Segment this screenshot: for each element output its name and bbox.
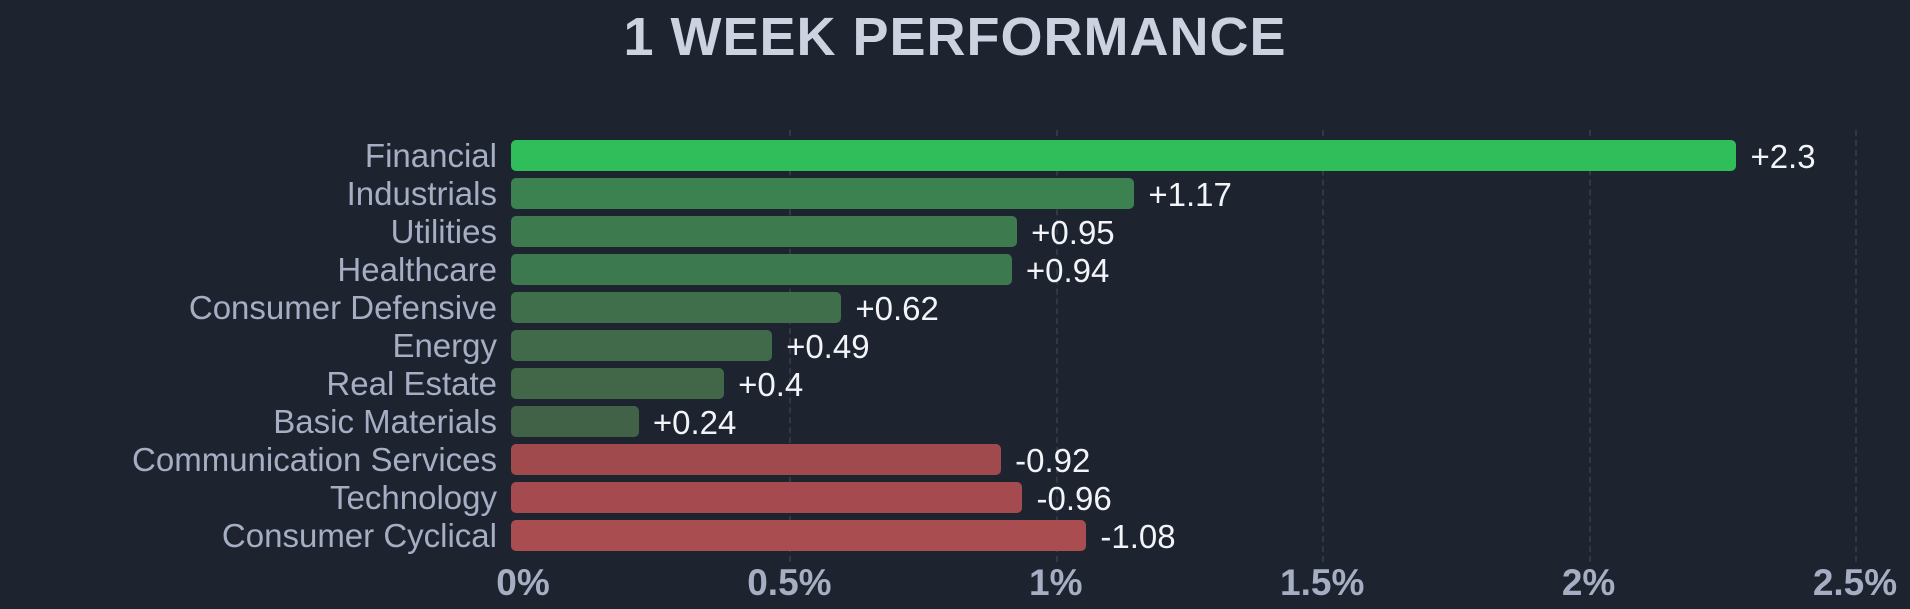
bar[interactable] [511,178,1135,209]
bar-track: +2.3 [511,138,1843,175]
bar-track: -1.08 [511,518,1843,555]
bar-row: Industrials +1.17 [0,175,1910,213]
value-label: +2.3 [1750,138,1816,176]
x-axis-tick: 0.5% [747,562,832,603]
category-label: Energy [392,327,497,364]
value-label: +0.95 [1031,214,1115,252]
bar[interactable] [511,254,1012,285]
bar[interactable] [511,368,725,399]
x-axis-tick: 1.5% [1280,562,1365,603]
category-label: Industrials [346,175,497,212]
category-label: Financial [364,137,497,174]
bar[interactable] [511,140,1737,171]
gridline [1055,130,1058,562]
bar[interactable] [511,330,773,361]
bar[interactable] [511,444,1002,475]
category-label: Basic Materials [273,403,497,440]
category-label: Healthcare [337,251,497,288]
bar-track: +0.95 [511,214,1843,251]
x-axis-tick: 0% [496,562,550,603]
bar-row: Communication Services -0.92 [0,441,1910,479]
bar-row: Consumer Cyclical -1.08 [0,517,1910,555]
category-label: Technology [330,479,497,516]
bar-row: Technology -0.96 [0,479,1910,517]
bar[interactable] [511,520,1087,551]
category-label: Utilities [390,213,497,250]
value-label: +0.49 [786,328,870,366]
category-label: Consumer Cyclical [221,517,497,554]
bar-row: Energy +0.49 [0,327,1910,365]
value-label: +0.24 [652,404,737,442]
category-label: Consumer Defensive [188,289,497,326]
gridlines-layer [523,130,1857,562]
value-label: +1.17 [1148,176,1232,214]
bar[interactable] [511,482,1023,513]
bar-row: Utilities +0.95 [0,213,1910,251]
bar-track: -0.96 [511,480,1843,517]
value-label: -1.08 [1100,518,1176,556]
x-axis-tick: 1% [1029,562,1083,603]
bar-track: -0.92 [511,442,1843,479]
value-label: +0.94 [1025,252,1110,290]
x-axis-tick: 2.5% [1812,562,1898,603]
bar-track: +0.49 [511,328,1843,365]
value-label: -0.96 [1036,480,1112,518]
bar-row: Consumer Defensive +0.62 [0,289,1910,327]
bar[interactable] [511,406,639,437]
gridline [1588,130,1591,562]
gridline [1855,130,1857,562]
gridline [789,130,792,562]
bar[interactable] [511,292,842,323]
category-label: Real Estate [326,365,497,402]
chart-title: 1 WEEK PERFORMANCE [623,7,1287,67]
gridline [1322,130,1325,562]
value-label: -0.92 [1015,442,1091,480]
bar-row: Financial +2.3 [0,137,1910,175]
value-label: +0.62 [855,290,939,328]
x-axis-tick: 2% [1561,562,1616,603]
bar-row: Real Estate +0.4 [0,365,1910,403]
bar-track: +1.17 [511,176,1843,213]
bar[interactable] [511,216,1018,247]
bar-rows: Financial +2.3 Industrials +1.17 Utilities +0… [0,137,1910,555]
bar-track: +0.94 [511,252,1843,289]
bar-track: +0.62 [511,290,1843,327]
value-label: +0.4 [738,366,804,404]
category-label: Communication Services [132,441,497,478]
bar-track: +0.24 [511,404,1843,441]
bar-row: Basic Materials +0.24 [0,403,1910,441]
bar-track: +0.4 [511,366,1843,403]
bar-row: Healthcare +0.94 [0,251,1910,289]
x-axis: 0% 0.5% 1% 1.5% 2% 2.5% [496,562,1897,608]
bar-chart: Financial +2.3 Industrials +1.17 Utilities +0… [0,130,1910,609]
